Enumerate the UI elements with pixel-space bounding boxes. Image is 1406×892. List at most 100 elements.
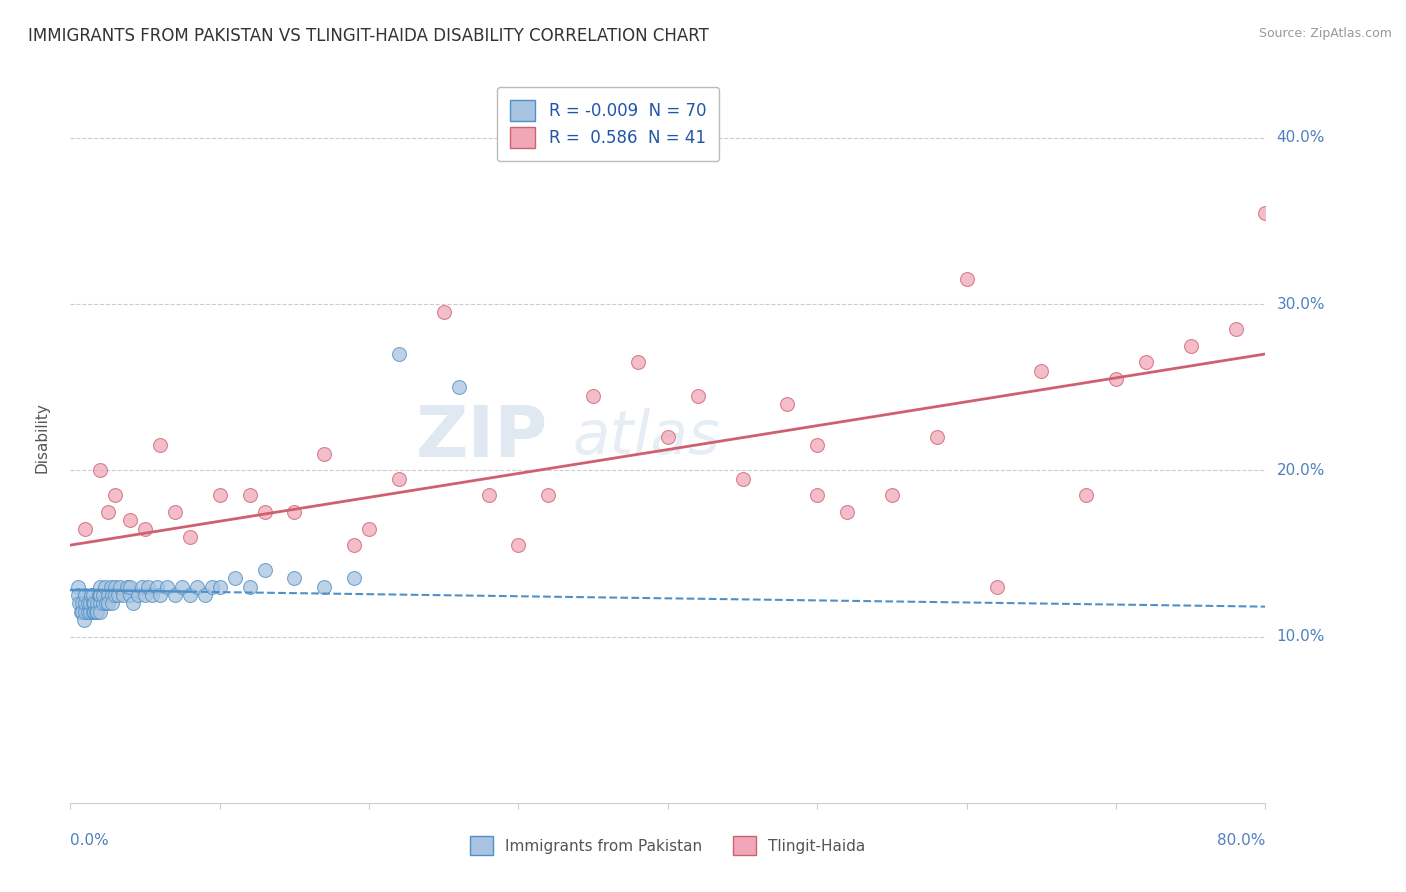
Point (75, 588, 97, 602)
Point (108, 580, 131, 594)
Point (956, 272, 979, 286)
Point (66, 588, 89, 602)
Point (582, 388, 605, 402)
Point (283, 505, 305, 519)
Point (478, 488, 501, 502)
Point (388, 347, 411, 361)
Point (186, 580, 208, 594)
Point (149, 588, 172, 602)
Point (73, 613, 96, 627)
Point (239, 488, 262, 502)
Point (253, 505, 276, 519)
Point (101, 588, 124, 602)
Point (388, 472, 411, 486)
Text: 20.0%: 20.0% (1277, 463, 1324, 478)
Point (253, 563, 276, 577)
Point (87, 588, 110, 602)
Point (146, 580, 169, 594)
Point (89, 588, 111, 602)
Point (208, 488, 231, 502)
Point (627, 355, 650, 369)
Point (880, 488, 903, 502)
Point (89, 605, 111, 619)
Point (1031, 363, 1053, 377)
Point (806, 438, 828, 452)
Point (163, 588, 186, 602)
Point (136, 580, 159, 594)
Point (179, 588, 201, 602)
Point (163, 505, 186, 519)
Text: 0.0%: 0.0% (70, 833, 110, 848)
Text: 80.0%: 80.0% (1218, 833, 1265, 848)
Point (96, 596, 118, 610)
Point (1135, 355, 1157, 369)
Legend: Immigrants from Pakistan, Tlingit-Haida: Immigrants from Pakistan, Tlingit-Haida (464, 830, 872, 861)
Point (224, 571, 246, 585)
Point (89, 588, 111, 602)
Point (1180, 338, 1202, 352)
Point (131, 580, 153, 594)
Point (77, 596, 100, 610)
Point (75, 605, 97, 619)
Text: IMMIGRANTS FROM PAKISTAN VS TLINGIT-HAIDA DISABILITY CORRELATION CHART: IMMIGRANTS FROM PAKISTAN VS TLINGIT-HAID… (28, 27, 709, 45)
Point (75, 596, 97, 610)
Point (97, 596, 120, 610)
Point (508, 538, 530, 552)
Point (69, 605, 91, 619)
Point (343, 538, 366, 552)
Point (283, 571, 305, 585)
Point (107, 588, 129, 602)
Point (925, 430, 948, 444)
Point (1225, 322, 1247, 336)
Point (86, 605, 108, 619)
Point (179, 530, 201, 544)
Point (776, 397, 799, 411)
Point (115, 580, 138, 594)
Point (66, 580, 89, 594)
Text: 10.0%: 10.0% (1277, 629, 1324, 644)
Point (1076, 488, 1098, 502)
Point (806, 488, 828, 502)
Point (837, 505, 859, 519)
Point (537, 488, 560, 502)
Point (97, 588, 120, 602)
Point (93, 580, 115, 594)
Point (83, 605, 105, 619)
Point (447, 380, 470, 394)
Point (156, 580, 179, 594)
Point (82, 596, 104, 610)
Point (86, 596, 108, 610)
Point (134, 521, 156, 535)
Point (89, 580, 111, 594)
Point (70, 605, 93, 619)
Point (75, 521, 97, 535)
Text: Source: ZipAtlas.com: Source: ZipAtlas.com (1258, 27, 1392, 40)
Point (149, 438, 172, 452)
Point (433, 305, 456, 319)
Point (359, 521, 381, 535)
Point (686, 388, 709, 402)
Point (657, 430, 679, 444)
Point (141, 588, 163, 602)
Y-axis label: Disability: Disability (35, 401, 49, 473)
Point (1105, 372, 1128, 386)
Point (986, 580, 1008, 594)
Point (1254, 205, 1277, 219)
Point (122, 596, 145, 610)
Point (84, 605, 107, 619)
Point (314, 447, 336, 461)
Text: 30.0%: 30.0% (1277, 297, 1324, 311)
Point (208, 580, 231, 594)
Point (91, 588, 114, 602)
Point (104, 588, 127, 602)
Text: atlas: atlas (572, 408, 720, 467)
Point (120, 580, 141, 594)
Point (120, 588, 141, 602)
Point (201, 580, 224, 594)
Point (120, 513, 141, 527)
Point (101, 596, 124, 610)
Point (194, 588, 217, 602)
Point (67, 596, 90, 610)
Point (111, 588, 134, 602)
Point (70, 596, 93, 610)
